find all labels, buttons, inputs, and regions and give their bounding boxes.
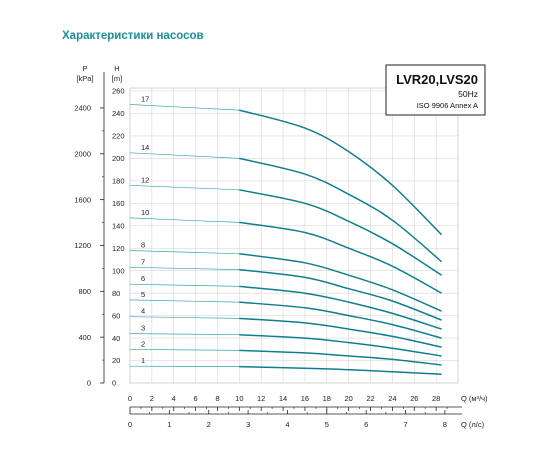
q-m3h-tick-label: 18 bbox=[323, 394, 331, 403]
h-tick-label: 40 bbox=[112, 334, 120, 343]
p-axis-letter: P bbox=[82, 64, 87, 73]
h-tick-label: 260 bbox=[112, 87, 125, 96]
q-m3h-tick-label: 14 bbox=[279, 394, 287, 403]
axes bbox=[100, 72, 462, 415]
series-line bbox=[239, 301, 442, 339]
h-tick-label: 100 bbox=[112, 266, 125, 275]
series-label: 14 bbox=[141, 143, 149, 152]
h-tick-label: 120 bbox=[112, 244, 125, 253]
h-tick-label: 0 bbox=[112, 379, 116, 388]
q-m3h-tick-label: 10 bbox=[235, 394, 243, 403]
curves bbox=[129, 104, 443, 375]
series-label: 12 bbox=[141, 175, 149, 184]
q-m3h-tick-label: 4 bbox=[172, 394, 176, 403]
series-label: 4 bbox=[141, 307, 145, 316]
series-line bbox=[239, 189, 443, 276]
q-ls-tick-label: 7 bbox=[403, 420, 407, 429]
series-line-thin bbox=[129, 217, 240, 223]
p-tick-label: 1600 bbox=[74, 195, 91, 204]
series-line bbox=[239, 349, 442, 366]
h-tick-label: 240 bbox=[112, 109, 125, 118]
q-m3h-tick-label: 28 bbox=[432, 394, 440, 403]
grid bbox=[129, 87, 459, 384]
series-line bbox=[239, 285, 442, 330]
p-tick-label: 1200 bbox=[74, 241, 91, 250]
series-line-thin bbox=[129, 299, 240, 303]
h-tick-label: 160 bbox=[112, 199, 125, 208]
h-tick-label: 60 bbox=[112, 311, 120, 320]
series-line bbox=[239, 109, 443, 236]
p-tick-label: 400 bbox=[78, 333, 91, 342]
series-label: 5 bbox=[141, 290, 145, 299]
series-line-thin bbox=[129, 250, 240, 255]
q-ls-tick-label: 1 bbox=[167, 420, 171, 429]
q-m3h-tick-label: 20 bbox=[344, 394, 352, 403]
series-label: 10 bbox=[141, 208, 149, 217]
q-m3h-tick-label: 24 bbox=[388, 394, 396, 403]
series-line-thin bbox=[129, 152, 240, 159]
legend-frequency: 50Hz bbox=[458, 89, 478, 99]
h-tick-label: 180 bbox=[112, 177, 125, 186]
legend-frame bbox=[385, 64, 486, 116]
p-axis-unit: [kPa] bbox=[76, 74, 93, 83]
p-tick-label: 2000 bbox=[74, 150, 91, 159]
plot-frame bbox=[129, 87, 459, 384]
series-line bbox=[239, 253, 442, 312]
q-ls-tick-label: 8 bbox=[443, 420, 447, 429]
q-m3h-tick-label: 12 bbox=[257, 394, 265, 403]
series-line bbox=[239, 268, 442, 321]
legend-standard: ISO 9906 Annex A bbox=[417, 101, 478, 110]
h-tick-label: 80 bbox=[112, 289, 120, 298]
series-line-thin bbox=[129, 184, 240, 191]
h-tick-label: 220 bbox=[112, 132, 125, 141]
q-ls-tick-label: 4 bbox=[285, 420, 289, 429]
q-m3h-tick-label: 8 bbox=[215, 394, 219, 403]
q-ls-tick-label: 5 bbox=[325, 420, 329, 429]
q-m3h-tick-label: 16 bbox=[301, 394, 309, 403]
series-label: 17 bbox=[141, 94, 149, 103]
q-m3h-tick-label: 0 bbox=[128, 394, 132, 403]
h-tick-label: 20 bbox=[112, 356, 120, 365]
q-m3h-tick-label: 26 bbox=[410, 394, 418, 403]
series-line bbox=[239, 157, 443, 263]
q-m3h-tick-label: 6 bbox=[194, 394, 198, 403]
legend-box: LVR20,LVS20 50Hz ISO 9906 Annex A bbox=[385, 64, 486, 116]
h-axis-unit: [m] bbox=[112, 74, 122, 83]
q-ls-axis-label: Q (л/с) bbox=[461, 420, 485, 429]
p-tick-label: 800 bbox=[78, 287, 91, 296]
q-m3h-axis-label: Q (м³/ч) bbox=[461, 394, 488, 403]
series-line bbox=[239, 221, 442, 294]
series-line bbox=[239, 333, 442, 357]
h-tick-label: 200 bbox=[112, 154, 125, 163]
h-tick-label: 140 bbox=[112, 221, 125, 230]
q-m3h-tick-label: 2 bbox=[150, 394, 154, 403]
series-line bbox=[239, 365, 442, 375]
series-line-thin bbox=[129, 283, 240, 287]
legend-model: LVR20,LVS20 bbox=[396, 72, 478, 87]
series-label: 7 bbox=[141, 257, 145, 266]
series-label: 1 bbox=[141, 356, 145, 365]
q-ls-tick-label: 3 bbox=[246, 420, 250, 429]
series-line-thin bbox=[129, 316, 240, 319]
q-ls-tick-label: 0 bbox=[128, 420, 132, 429]
tick-labels: 0400800120016002000240002040608010012014… bbox=[74, 87, 447, 429]
series-line-thin bbox=[129, 348, 240, 351]
series-label: 6 bbox=[141, 274, 145, 283]
series-label: 8 bbox=[141, 240, 145, 249]
page-title: Характеристики насосов bbox=[62, 30, 204, 42]
h-axis-letter: H bbox=[114, 64, 119, 73]
series-line bbox=[239, 317, 442, 348]
series-line-thin bbox=[129, 266, 240, 270]
q-ls-tick-label: 6 bbox=[364, 420, 368, 429]
series-label: 2 bbox=[141, 339, 145, 348]
series-line-thin bbox=[129, 104, 240, 111]
series-line-thin bbox=[129, 333, 240, 336]
series-label: 3 bbox=[141, 324, 145, 333]
q-m3h-tick-label: 22 bbox=[366, 394, 374, 403]
q-ls-tick-label: 2 bbox=[207, 420, 211, 429]
p-tick-label: 2400 bbox=[74, 104, 91, 113]
p-tick-label: 0 bbox=[87, 379, 91, 388]
